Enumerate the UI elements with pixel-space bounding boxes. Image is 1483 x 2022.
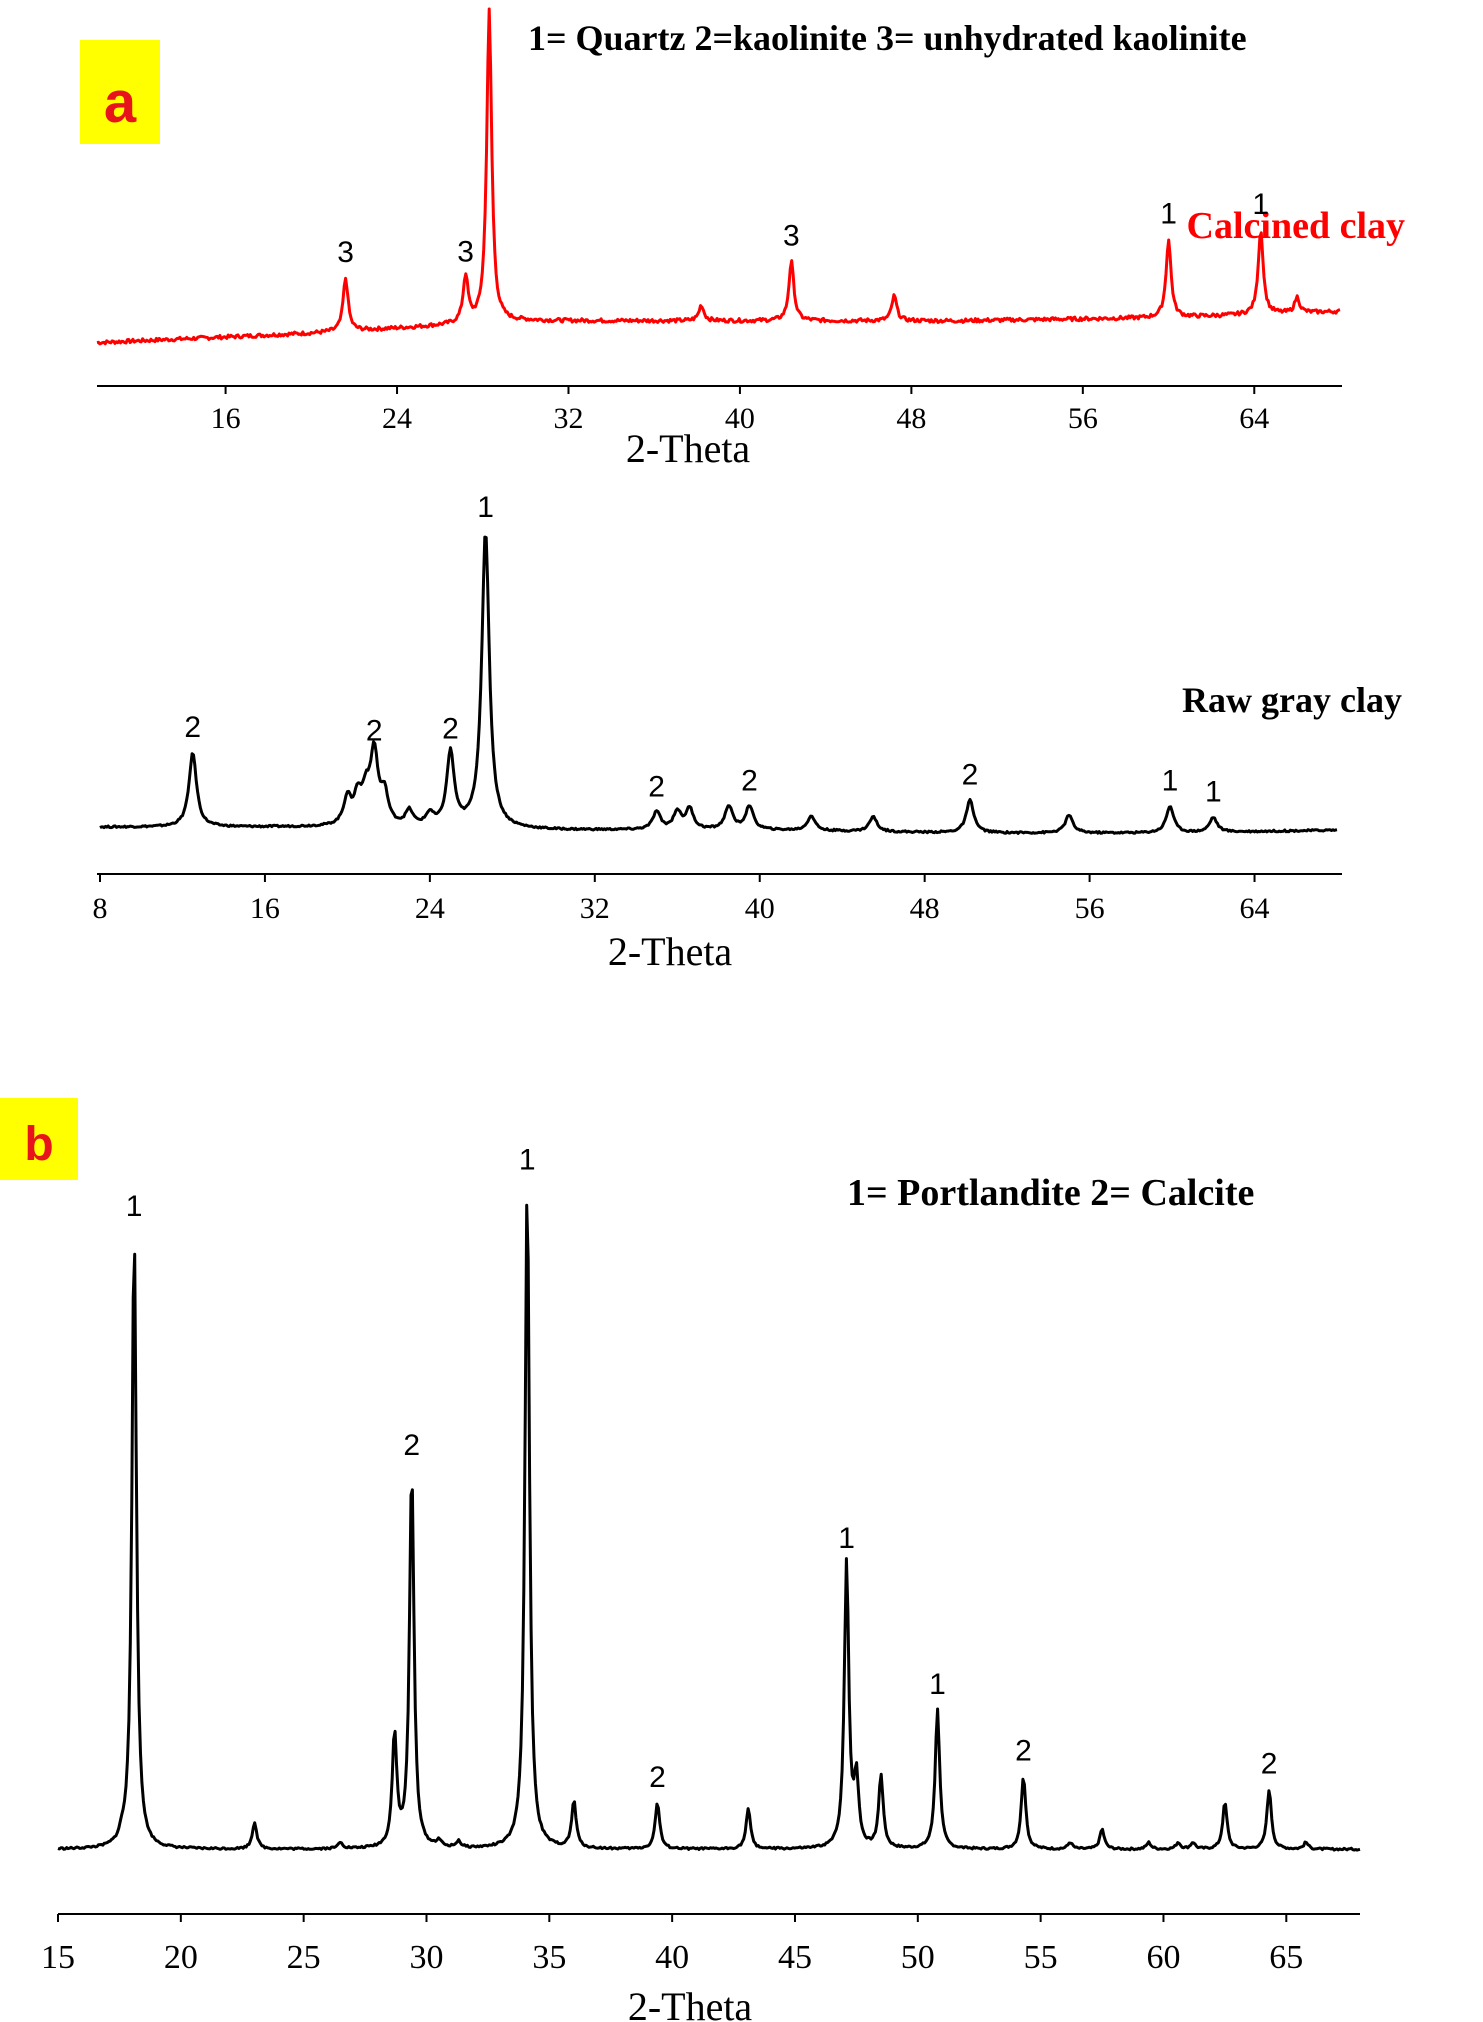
- x-tick-label: 16: [211, 402, 241, 435]
- x-tick-label: 48: [910, 892, 940, 925]
- x-tick-label: 50: [901, 1939, 935, 1976]
- panel-b-label: b: [24, 1118, 53, 1171]
- peak-label: 2: [648, 770, 665, 803]
- raw-gray-clay-series-label: Raw gray clay: [1182, 680, 1402, 720]
- x-tick-label: 56: [1075, 892, 1105, 925]
- panel-b-chart: 15 20 25 30 35 40 45 50 55 60 65 1 2 1 2 1 1 2 2 2-Theta: [41, 1143, 1361, 2022]
- x-tick-label: 55: [1024, 1939, 1058, 1976]
- peak-label: 1: [477, 491, 494, 524]
- raw-gray-clay-x-ticks: 8 16 24 32 40 48 56 64: [93, 874, 1270, 925]
- x-tick-label: 15: [41, 1939, 75, 1976]
- x-tick-label: 48: [896, 402, 926, 435]
- calcined-clay-pattern-line: [96, 7, 1341, 346]
- peak-label: 1: [481, 0, 498, 2]
- peak-label: 1: [1252, 188, 1269, 221]
- x-tick-label: 20: [164, 1939, 198, 1976]
- raw-gray-clay-chart: Raw gray clay 8 16 24 32 40 48 56 64 2 2 212 2 2 1 1 …: [93, 491, 1403, 974]
- panel-b-peak-labels: 1 2 1 2 1 1 2 2: [126, 1143, 1278, 1794]
- x-tick-label: 24: [415, 892, 445, 925]
- peak-label: 3: [457, 235, 474, 268]
- x-tick-label: 8: [93, 892, 108, 925]
- calcined-clay-series-label: Calcined clay: [1187, 205, 1405, 247]
- peak-label: 1: [519, 1143, 536, 1176]
- panel-b-x-ticks: 15 20 25 30 35 40 45 50 55 60 65: [41, 1914, 1303, 1976]
- x-tick-label: 56: [1068, 402, 1098, 435]
- peak-label: 2: [184, 711, 201, 744]
- raw-gray-clay-x-axis-label: 2-Theta: [608, 929, 733, 974]
- calcined-clay-peak-labels: 3 3 1 3 1 1: [337, 0, 1269, 269]
- panel-b-legend: 1= Portlandite 2= Calcite: [847, 1172, 1254, 1214]
- peak-label: 2: [403, 1429, 420, 1462]
- peak-label: 2: [1015, 1734, 1032, 1767]
- x-tick-label: 24: [382, 402, 412, 435]
- x-tick-label: 32: [580, 892, 610, 925]
- x-tick-label: 16: [250, 892, 280, 925]
- x-tick-label: 65: [1269, 1939, 1303, 1976]
- x-tick-label: 60: [1146, 1939, 1180, 1976]
- x-tick-label: 40: [725, 402, 755, 435]
- x-tick-label: 25: [287, 1939, 321, 1976]
- peak-label: 1: [838, 1522, 855, 1555]
- peak-label: 2: [649, 1761, 666, 1794]
- peak-label: 2: [442, 713, 459, 746]
- panel-a-label-bg: [80, 40, 160, 144]
- calcined-clay-x-ticks: 16 24 32 40 48 56 64: [211, 386, 1269, 435]
- panel-b-pattern-line: [57, 1203, 1361, 1852]
- x-tick-label: 35: [532, 1939, 566, 1976]
- peak-label: 1: [1160, 198, 1177, 231]
- peak-label: 1: [929, 1668, 946, 1701]
- raw-gray-clay-pattern-line: [99, 535, 1338, 835]
- peak-label: 2: [741, 764, 758, 797]
- peak-label: 2: [962, 758, 979, 791]
- peak-label: 3: [337, 236, 354, 269]
- x-tick-label: 64: [1239, 402, 1269, 435]
- peak-label: 3: [783, 220, 800, 253]
- x-tick-label: 30: [409, 1939, 443, 1976]
- x-tick-label: 45: [778, 1939, 812, 1976]
- panel-a-legend: 1= Quartz 2=kaolinite 3= unhydrated kaol…: [528, 18, 1247, 58]
- raw-gray-clay-peak-labels: 2 2 212 2 2 1 1: [184, 491, 1221, 808]
- panel-b-label-box: b: [0, 1098, 78, 1180]
- peak-label: 1: [1205, 776, 1222, 809]
- panel-a-label-box: a: [80, 40, 160, 144]
- panel-a-label: a: [104, 70, 137, 135]
- x-tick-label: 64: [1240, 892, 1270, 925]
- peak-label: 1: [126, 1190, 143, 1223]
- calcined-clay-x-axis-label: 2-Theta: [626, 426, 751, 471]
- peak-label: 2: [1261, 1748, 1278, 1781]
- peak-label: 2: [366, 714, 383, 747]
- panel-b-label-bg: [0, 1098, 78, 1180]
- calcined-clay-chart: Calcined clay 16 24 32 40 48 56 64 3 3 1 3 1 1 2-Th…: [96, 0, 1405, 471]
- x-tick-label: 40: [655, 1939, 689, 1976]
- peak-label: 1: [1162, 764, 1179, 797]
- panel-b-x-axis-label: 2-Theta: [628, 1984, 753, 2022]
- x-tick-label: 32: [553, 402, 583, 435]
- x-tick-label: 40: [745, 892, 775, 925]
